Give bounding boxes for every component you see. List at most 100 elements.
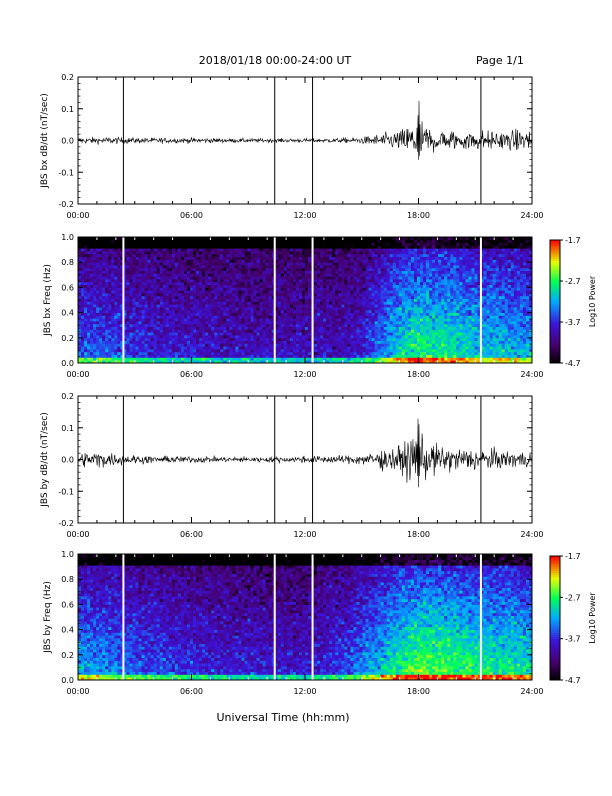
bx-spec-cell	[229, 301, 232, 304]
bx-spec-cell	[290, 315, 293, 318]
bx-spec-cell	[145, 321, 148, 324]
bx-spec-cell	[187, 346, 190, 349]
bx-spec-cell	[166, 310, 169, 313]
bx-spec-cell	[314, 349, 317, 352]
bx-spec-cell	[381, 243, 384, 246]
bx-spec-cell	[196, 243, 199, 246]
bx-spec-cell	[151, 259, 154, 262]
bx-spec-cell	[229, 251, 232, 254]
bx-spec-cell	[369, 327, 372, 330]
bx-spec-cell	[169, 324, 172, 327]
bx-spec-cell	[211, 355, 214, 358]
bx-spec-cell	[244, 332, 247, 335]
bx-spec-cell	[366, 332, 369, 335]
bx-spec-cell	[99, 332, 102, 335]
bx-spec-cell	[254, 248, 257, 251]
bx-spec-cell	[241, 307, 244, 310]
bx-spec-cell	[199, 329, 202, 332]
bx-spec-cell	[260, 273, 263, 276]
bx-spec-cell	[142, 251, 145, 254]
bx-spec-cell	[108, 299, 111, 302]
bx-spec-cell	[326, 301, 329, 304]
bx-spec-cell	[181, 282, 184, 285]
bx-spec-cell	[251, 327, 254, 330]
bx-spec-cell	[347, 349, 350, 352]
bx-spec-cell	[117, 268, 120, 271]
bx-spec-cell	[284, 332, 287, 335]
bx-spec-cell	[157, 279, 160, 282]
bx-spec-cell	[381, 293, 384, 296]
bx-spec-cell	[384, 307, 387, 310]
bx-spec-cell	[93, 251, 96, 254]
bx-spec-cell	[181, 301, 184, 304]
bx-spec-cell	[84, 327, 87, 330]
bx-spec-cell	[356, 349, 359, 352]
bx-spec-cell	[139, 271, 142, 274]
bx-spec-cell	[241, 285, 244, 288]
bx-spec-cell	[323, 265, 326, 268]
bx-spec-cell	[244, 313, 247, 316]
bx-spec-cell	[181, 352, 184, 355]
bx-spec-cell	[363, 327, 366, 330]
bx-spec-cell	[136, 296, 139, 299]
bx-spec-cell	[145, 357, 148, 360]
bx-spec-cell	[205, 313, 208, 316]
bx-spec-cell	[229, 341, 232, 344]
bx-spec-cell	[317, 327, 320, 330]
bx-spec-cell	[108, 296, 111, 299]
bx-spec-cell	[302, 324, 305, 327]
bx-spec-cell	[172, 254, 175, 257]
bx-spec-cell	[160, 313, 163, 316]
bx-spec-cell	[151, 262, 154, 265]
bx-spec-cell	[163, 293, 166, 296]
bx-spec-cell	[87, 268, 90, 271]
bx-spec-cell	[78, 321, 81, 324]
bx-spec-cell	[190, 257, 193, 260]
bx-spec-cell	[281, 290, 284, 293]
bx-spec-cell	[208, 265, 211, 268]
bx-spec-cell	[260, 318, 263, 321]
bx-spec-cell	[269, 296, 272, 299]
bx-spec-cell	[157, 273, 160, 276]
bx-spec-cell	[390, 310, 393, 313]
bx-spec-cell	[102, 259, 105, 262]
bx-spec-cell	[302, 304, 305, 307]
bx-spec-cell	[347, 310, 350, 313]
bx-spec-cell	[184, 282, 187, 285]
bx-spec-cell	[260, 243, 263, 246]
bx-spec-cell	[136, 307, 139, 310]
bx-spec-cell	[369, 265, 372, 268]
bx-spec-cell	[290, 313, 293, 316]
bx-spec-cell	[172, 304, 175, 307]
bx-spec-cell	[332, 338, 335, 341]
bx-spec-cell	[126, 248, 129, 251]
bx-spec-cell	[347, 279, 350, 282]
bx-spec-cell	[320, 307, 323, 310]
bx-spec-cell	[332, 265, 335, 268]
bx-spec-cell	[302, 257, 305, 260]
bx-spec-cell	[184, 355, 187, 358]
bx-spec-cell	[384, 318, 387, 321]
bx-spec-cell	[108, 265, 111, 268]
bx-spec-cell	[302, 296, 305, 299]
bx-spec-cell	[338, 262, 341, 265]
bx-spec-cell	[387, 265, 390, 268]
bx-spec-cell	[220, 296, 223, 299]
bx-spec-cell	[226, 324, 229, 327]
bx-spec-cell	[160, 257, 163, 260]
bx-spec-cell	[129, 304, 132, 307]
bx-spec-cell	[305, 240, 308, 243]
bx-spec-cell	[251, 296, 254, 299]
bx-spec-cell	[126, 282, 129, 285]
bx-spec-cell	[266, 315, 269, 318]
bx-spec-cell	[102, 287, 105, 290]
bx-spec-cell	[356, 346, 359, 349]
bx-spec-cell	[238, 346, 241, 349]
bx-spec-cell	[87, 304, 90, 307]
bx-spec-cell	[353, 257, 356, 260]
bx-spec-cell	[163, 341, 166, 344]
bx-spec-cell	[257, 318, 260, 321]
bx-spec-cell	[350, 259, 353, 262]
bx-spec-cell	[84, 262, 87, 265]
bx-spec-cell	[139, 324, 142, 327]
